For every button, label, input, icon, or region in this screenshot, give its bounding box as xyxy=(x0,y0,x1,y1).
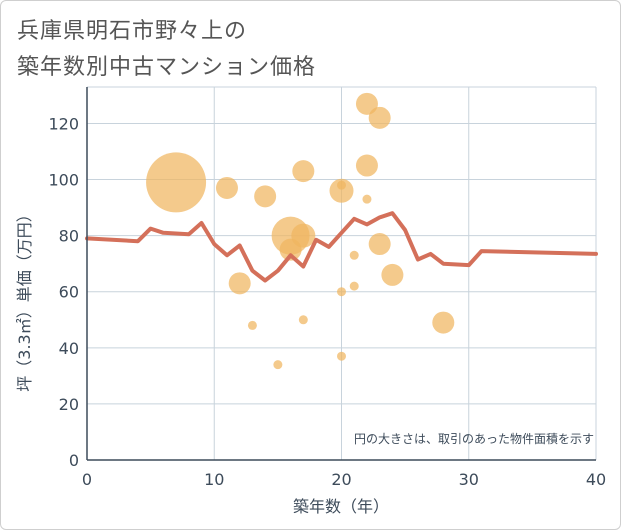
bubble xyxy=(337,351,346,361)
axes xyxy=(86,87,596,461)
title-line-1: 兵庫県明石市野々上の xyxy=(17,19,248,44)
title-line-2: 築年数別中古マンション価格 xyxy=(17,55,317,80)
y-axis-title: 坪（3.3㎡）単価（万円） xyxy=(15,206,34,391)
bubble xyxy=(381,263,404,286)
bubble xyxy=(298,315,308,325)
bubble xyxy=(362,194,372,204)
y-tick-label: 80 xyxy=(59,227,79,246)
bubble xyxy=(329,178,354,203)
grid-lines xyxy=(87,86,597,460)
bubble xyxy=(355,154,378,177)
x-tick-label: 30 xyxy=(459,470,479,489)
y-tick-label: 100 xyxy=(48,171,79,190)
y-tick-label: 120 xyxy=(48,114,79,133)
trend-line xyxy=(85,211,598,283)
x-tick-label: 0 xyxy=(82,470,92,489)
bubble xyxy=(368,106,391,129)
bubble xyxy=(273,360,283,370)
x-axis-title: 築年数（年） xyxy=(293,497,389,516)
x-tick-label: 10 xyxy=(204,470,224,489)
size-legend-note: 円の大きさは、取引のあった物件面積を示す xyxy=(354,431,594,446)
bubble xyxy=(291,223,316,248)
y-tick-label: 20 xyxy=(59,395,79,414)
bubble xyxy=(146,152,207,213)
tick-labels: 0 10 20 30 40 0 20 40 60 80 100 120 xyxy=(48,114,606,489)
bubble xyxy=(215,176,238,199)
y-tick-label: 40 xyxy=(59,339,79,358)
bubbles xyxy=(146,92,455,370)
bubble xyxy=(337,287,346,297)
y-tick-label: 0 xyxy=(69,451,79,470)
bubble xyxy=(349,250,359,260)
x-tick-label: 20 xyxy=(331,470,351,489)
bubble xyxy=(432,311,455,334)
bubble xyxy=(368,233,391,256)
x-tick-label: 40 xyxy=(586,470,606,489)
bubble xyxy=(254,185,277,208)
bubble xyxy=(337,180,346,190)
bubble xyxy=(349,281,359,291)
bubble xyxy=(247,320,257,330)
bubble xyxy=(292,160,315,183)
chart-title: 兵庫県明石市野々上の 築年数別中古マンション価格 xyxy=(17,14,316,86)
y-tick-label: 60 xyxy=(59,283,79,302)
trend-line-group xyxy=(85,211,598,283)
bubble xyxy=(355,92,378,115)
bubble xyxy=(228,272,251,295)
